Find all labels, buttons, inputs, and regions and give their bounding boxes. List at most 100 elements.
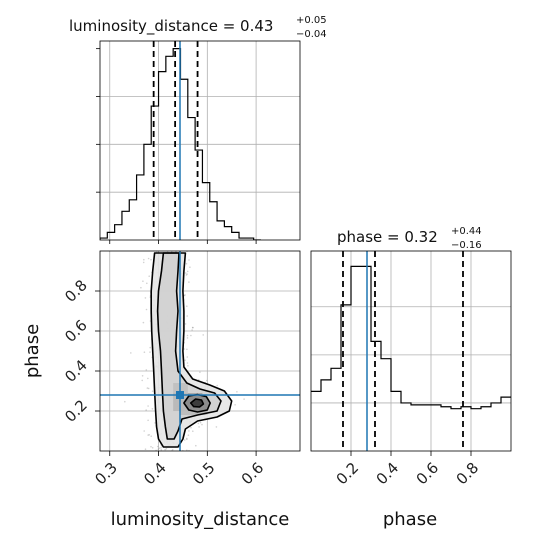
scatter-sample [199, 421, 202, 424]
scatter-sample [190, 334, 192, 337]
scatter-sample [186, 438, 188, 441]
scatter-sample [141, 379, 143, 382]
luminosity-distance-title: luminosity_distance = 0.43 [69, 17, 273, 36]
scatter-sample [186, 270, 189, 273]
scatter-sample [143, 430, 145, 432]
scatter-sample [142, 261, 145, 264]
scatter-sample [143, 351, 146, 354]
scatter-sample [144, 448, 147, 451]
scatter-sample [149, 351, 151, 353]
scatter-sample [143, 258, 145, 261]
scatter-sample [197, 422, 200, 425]
scatter-sample [184, 272, 187, 274]
phase-panel-frame [310, 250, 512, 452]
luminosity-distance-histogram-step [100, 48, 261, 240]
scatter-sample [147, 434, 149, 436]
scatter-sample [202, 334, 204, 336]
scatter-sample [184, 323, 187, 325]
scatter-sample [201, 423, 203, 426]
scatter-sample [186, 337, 189, 339]
scatter-sample [148, 434, 151, 436]
scatter-sample [165, 447, 168, 450]
scatter-sample [145, 308, 148, 311]
scatter-sample [234, 404, 236, 406]
scatter-sample [184, 294, 186, 296]
panel-phase-histogram: phase = 0.32 +0.44 −0.16 [337, 226, 482, 251]
scatter-sample [191, 326, 194, 329]
scatter-sample [156, 445, 159, 448]
scatter-sample [147, 405, 149, 407]
scatter-sample [192, 326, 194, 329]
contour-line-outer [150, 252, 233, 448]
luminosity-distance-title-upper: +0.05 [296, 15, 327, 26]
scatter-sample [186, 273, 188, 275]
scatter-sample [188, 430, 190, 432]
scatter-sample [186, 437, 188, 440]
scatter-sample [148, 275, 150, 278]
scatter-sample [236, 391, 238, 393]
scatter-sample [142, 280, 144, 283]
scatter-sample [130, 352, 132, 354]
x-axis-label-luminosity-distance: luminosity_distance [111, 509, 290, 530]
scatter-sample [186, 305, 188, 308]
scatter-sample [157, 448, 160, 451]
scatter-sample [158, 447, 161, 450]
scatter-sample [188, 259, 190, 261]
scatter-sample [151, 447, 154, 449]
joint-content [100, 251, 300, 451]
scatter-sample [141, 375, 144, 377]
contour-line-core [189, 398, 205, 408]
scatter-sample [140, 286, 142, 289]
scatter-sample [147, 419, 149, 422]
scatter-sample [147, 377, 149, 380]
scatter-sample [184, 359, 186, 362]
scatter-sample [183, 294, 186, 297]
scatter-sample [171, 449, 174, 451]
scatter-sample [151, 408, 154, 410]
scatter-sample [147, 387, 150, 390]
scatter-sample [216, 384, 218, 387]
scatter-sample [151, 390, 154, 393]
scatter-sample [191, 329, 193, 331]
scatter-sample [142, 321, 145, 324]
scatter-sample [164, 448, 166, 451]
x-axis-label-phase: phase [383, 509, 437, 530]
scatter-sample [187, 365, 189, 367]
scatter-sample [186, 362, 189, 364]
scatter-sample [188, 281, 190, 283]
scatter-sample [186, 334, 189, 337]
scatter-sample [195, 444, 197, 447]
luminosity-panel-frame [99, 40, 301, 241]
phase-title-lower: −0.16 [451, 240, 482, 251]
scatter-sample [192, 430, 194, 433]
scatter-sample [150, 435, 152, 438]
scatter-sample [198, 426, 200, 428]
scatter-sample [190, 426, 192, 429]
scatter-sample [150, 445, 152, 448]
panel-luminosity-distance-histogram: luminosity_distance = 0.43 +0.05 −0.04 [69, 15, 327, 40]
scatter-sample [124, 400, 126, 403]
scatter-sample [206, 379, 208, 382]
contour-fill-middle [157, 253, 221, 439]
joint-panel-frame [99, 250, 301, 452]
scatter-sample [144, 297, 147, 299]
joint-truth-marker [176, 391, 184, 399]
scatter-sample [186, 348, 188, 351]
y-axis-label-phase: phase [22, 324, 43, 378]
contour-line-middle [156, 252, 222, 440]
scatter-sample [187, 434, 190, 437]
scatter-sample [146, 387, 149, 389]
scatter-sample [186, 356, 189, 358]
scatter-sample [160, 449, 163, 451]
scatter-sample [160, 446, 162, 449]
phase-title: phase = 0.32 [337, 228, 438, 246]
scatter-sample [186, 315, 188, 317]
scatter-sample [154, 422, 156, 424]
density-cell-3 [180, 411, 208, 415]
scatter-sample [145, 369, 148, 371]
phase-histogram-step [311, 265, 511, 410]
scatter-sample [199, 371, 201, 374]
luminosity-panel-grid [100, 41, 300, 240]
luminosity-distance-title-lower: −0.04 [296, 29, 327, 40]
